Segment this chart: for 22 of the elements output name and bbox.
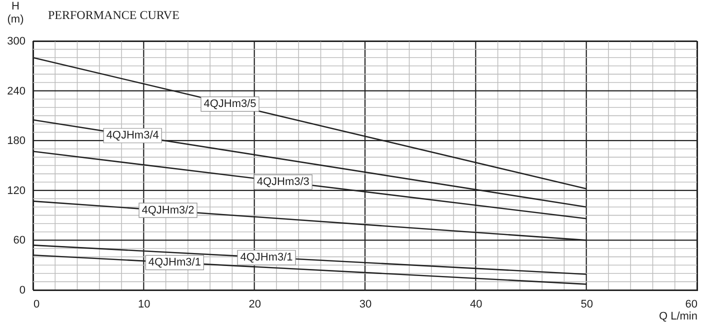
x-tick-label: 0 — [34, 298, 40, 310]
annotation: 4QJHm3/2 — [142, 204, 194, 216]
x-tick-label: 20 — [248, 298, 261, 310]
x-tick-label: 60 — [685, 298, 698, 310]
x-tick-label: 50 — [580, 298, 593, 310]
x-tick-label: 10 — [138, 298, 150, 310]
y-tick-label: 120 — [7, 184, 26, 197]
annotation: 4QJHm3/5 — [204, 98, 256, 110]
annotation: 4QJHm3/1 — [148, 256, 201, 269]
y-axis-title: H (m) — [7, 0, 24, 26]
x-tick-label: 40 — [470, 298, 482, 310]
y-tick-label: 300 — [7, 36, 26, 48]
y-tick-label: 180 — [7, 135, 26, 148]
annotation: 4QJHm3/3 — [256, 176, 310, 188]
y-tick-label: 0 — [19, 284, 26, 296]
chart-title: PERFORMANCE CURVE — [48, 8, 180, 22]
y-tick-label: 240 — [7, 85, 26, 98]
x-tick-label: 30 — [359, 298, 372, 310]
y-tick-label: 60 — [13, 234, 26, 247]
x-axis-title: Q L/min — [658, 310, 698, 322]
annotation: 4QJHm3/4 — [106, 130, 159, 142]
annotation: 4QJHm3/1 — [240, 252, 293, 264]
